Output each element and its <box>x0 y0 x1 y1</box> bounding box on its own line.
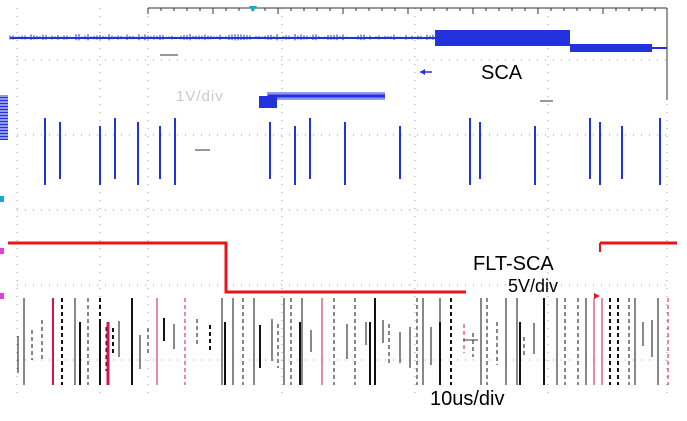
triangle-down-icon <box>249 6 257 12</box>
left-channel-marker-icon <box>0 293 4 299</box>
sca-dense-burst <box>435 30 570 46</box>
graticule-grid <box>16 7 668 395</box>
scope-markers <box>0 6 600 341</box>
flt-sca-scale-label: 5V/div <box>508 276 559 296</box>
left-channel-marker-icon <box>0 248 4 254</box>
sca-dense-burst <box>570 44 652 52</box>
left-channel-marker-icon <box>0 196 4 202</box>
timebase-label: 10us/div <box>430 388 505 410</box>
sca-channel-label: SCA <box>481 62 523 84</box>
arrow-head-icon <box>420 69 425 75</box>
flt-sca-waveform <box>8 241 677 294</box>
sca-scale-label: 1V/div <box>176 88 224 105</box>
sca-waveform <box>0 30 667 185</box>
digital-bus-traces <box>17 298 669 385</box>
channel-2-arrow-icon <box>594 293 600 299</box>
flt-sca-channel-label: FLT-SCA <box>473 253 554 275</box>
flt-sca-trace <box>8 241 466 294</box>
ground-1-icon <box>259 96 277 108</box>
